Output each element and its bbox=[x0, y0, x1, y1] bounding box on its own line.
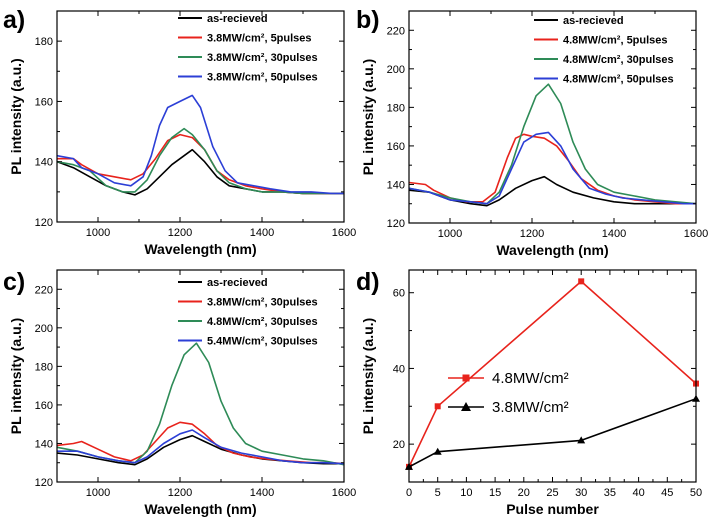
x-tick-label-d-2: 10 bbox=[460, 487, 472, 499]
legend-label-b-3: 4.8MW/cm², 50pulses bbox=[563, 74, 674, 86]
plot-frame-b bbox=[408, 10, 697, 224]
series-line-b-3 bbox=[409, 131, 696, 205]
series-line-a-0 bbox=[57, 148, 344, 196]
panel-label-a: a) bbox=[3, 6, 25, 34]
x-tick-label-b-3: 1600 bbox=[684, 228, 708, 240]
x-axis-title-c: Wavelength (nm) bbox=[144, 501, 256, 517]
y-tick-label-c-2: 160 bbox=[35, 400, 53, 412]
legend-label-c-2: 4.8MW/cm², 30pulses bbox=[207, 316, 318, 328]
legend-label-a-2: 3.8MW/cm², 30pulses bbox=[207, 52, 318, 64]
panel-label-b: b) bbox=[356, 6, 380, 34]
x-axis-title-d: Pulse number bbox=[506, 501, 599, 517]
x-tick-label-d-0: 0 bbox=[406, 487, 412, 499]
x-tick-label-d-5: 25 bbox=[546, 487, 558, 499]
y-tick-label-d-1: 40 bbox=[393, 363, 405, 375]
legend-d: 4.8MW/cm² 3.8MW/cm² bbox=[448, 370, 569, 416]
x-tick-label-a-2: 1400 bbox=[250, 227, 274, 239]
y-tick-label-a-3: 180 bbox=[35, 36, 53, 48]
x-tick-label-d-7: 35 bbox=[604, 487, 616, 499]
legend-b: as-recieved 4.8MW/cm², 5pulses 4.8MW/cm², … bbox=[534, 15, 674, 86]
y-tick-label-b-0: 120 bbox=[387, 218, 405, 230]
y-tick-label-c-0: 120 bbox=[35, 477, 53, 489]
chart-panel-d: d) 0 5 10 15 20 25 30 35 40 45 50 20 40 60 Pulse number… bbox=[356, 268, 702, 517]
legend-label-d-0: 4.8MW/cm² bbox=[492, 370, 569, 387]
plot-frame-c bbox=[56, 269, 345, 483]
series-line-d-1 bbox=[409, 397, 696, 468]
legend-label-b-1: 4.8MW/cm², 5pulses bbox=[563, 35, 668, 47]
y-tick-label-b-2: 160 bbox=[387, 141, 405, 153]
series-line-c-3 bbox=[57, 429, 344, 465]
series-line-d-0 bbox=[409, 280, 696, 468]
y-tick-label-a-2: 160 bbox=[35, 96, 53, 108]
y-axis-title-d: PL intensity (a.u.) bbox=[360, 318, 376, 434]
marker-d-1-1 bbox=[433, 447, 442, 455]
x-tick-label-d-3: 15 bbox=[489, 487, 501, 499]
legend-label-b-2: 4.8MW/cm², 30pulses bbox=[563, 54, 674, 66]
x-tick-label-d-6: 30 bbox=[575, 487, 587, 499]
x-tick-label-d-10: 50 bbox=[690, 487, 702, 499]
legend-label-c-0: as-recieved bbox=[207, 277, 268, 289]
legend-label-c-3: 5.4MW/cm², 30pulses bbox=[207, 336, 318, 348]
x-tick-label-c-3: 1600 bbox=[332, 487, 356, 499]
y-tick-label-c-1: 140 bbox=[35, 438, 53, 450]
x-tick-label-d-4: 20 bbox=[518, 487, 530, 499]
y-tick-label-d-0: 20 bbox=[393, 439, 405, 451]
legend-label-c-1: 3.8MW/cm², 30pulses bbox=[207, 297, 318, 309]
x-tick-label-a-3: 1600 bbox=[332, 227, 356, 239]
series-line-a-3 bbox=[57, 94, 344, 195]
x-tick-label-d-9: 45 bbox=[661, 487, 673, 499]
x-tick-label-d-1: 5 bbox=[435, 487, 441, 499]
chart-panel-c: c) 1000 1200 1400 1600 120 140 160 180 200 220 Wave… bbox=[3, 268, 356, 517]
chart-panel-b: b) 1000 1200 1400 1600 120 140 160 180 200 220 Wave… bbox=[356, 6, 708, 258]
legend-label-a-3: 3.8MW/cm², 50pulses bbox=[207, 72, 318, 84]
legend-label-a-1: 3.8MW/cm², 5pulses bbox=[207, 33, 312, 45]
legend-label-b-0: as-recieved bbox=[563, 15, 624, 27]
y-tick-label-c-3: 180 bbox=[35, 361, 53, 373]
x-tick-label-b-2: 1400 bbox=[602, 228, 626, 240]
y-tick-label-a-1: 140 bbox=[35, 157, 53, 169]
series-line-b-0 bbox=[409, 175, 696, 207]
marker-d-0-1 bbox=[434, 403, 441, 410]
y-axis-title-c: PL intensity (a.u.) bbox=[8, 318, 24, 434]
x-tick-label-b-0: 1000 bbox=[438, 228, 462, 240]
x-tick-label-c-2: 1400 bbox=[250, 487, 274, 499]
x-tick-label-c-0: 1000 bbox=[86, 487, 110, 499]
y-tick-label-c-5: 220 bbox=[35, 284, 53, 296]
x-axis-title-a: Wavelength (nm) bbox=[144, 241, 256, 257]
x-axis-title-b: Wavelength (nm) bbox=[496, 242, 608, 258]
legend-label-d-1: 3.8MW/cm² bbox=[492, 399, 569, 416]
y-tick-label-d-2: 60 bbox=[393, 288, 405, 300]
marker-d-0-2 bbox=[578, 278, 585, 285]
series-line-a-2 bbox=[57, 127, 344, 195]
y-tick-label-b-4: 200 bbox=[387, 64, 405, 76]
x-tick-label-a-1: 1200 bbox=[168, 227, 192, 239]
x-tick-label-c-1: 1200 bbox=[168, 487, 192, 499]
x-tick-label-d-8: 40 bbox=[632, 487, 644, 499]
y-tick-label-b-3: 180 bbox=[387, 102, 405, 114]
x-tick-label-b-1: 1200 bbox=[520, 228, 544, 240]
y-tick-label-a-0: 120 bbox=[35, 217, 53, 229]
y-tick-label-c-4: 200 bbox=[35, 323, 53, 335]
legend-a: as-recieved 3.8MW/cm², 5pulses 3.8MW/cm², … bbox=[178, 13, 318, 84]
y-axis-title-a: PL intensity (a.u.) bbox=[8, 58, 24, 174]
y-tick-label-b-5: 220 bbox=[387, 25, 405, 37]
marker-d-1-2 bbox=[577, 436, 586, 444]
legend-c: as-recieved 3.8MW/cm², 30pulses 4.8MW/cm²,… bbox=[178, 277, 318, 348]
panel-label-d: d) bbox=[356, 268, 380, 296]
chart-panel-a: a) 1000 1200 1400 1600 120 140 160 180 Wavelength… bbox=[3, 6, 356, 257]
x-tick-label-a-0: 1000 bbox=[86, 227, 110, 239]
panel-label-c: c) bbox=[3, 268, 25, 296]
y-axis-title-b: PL intensity (a.u.) bbox=[360, 59, 376, 175]
legend-label-a-0: as-recieved bbox=[207, 13, 268, 25]
plot-frame-a bbox=[56, 10, 345, 223]
y-tick-label-b-1: 140 bbox=[387, 179, 405, 191]
series-line-b-1 bbox=[409, 133, 696, 205]
series-line-c-2 bbox=[57, 342, 344, 466]
